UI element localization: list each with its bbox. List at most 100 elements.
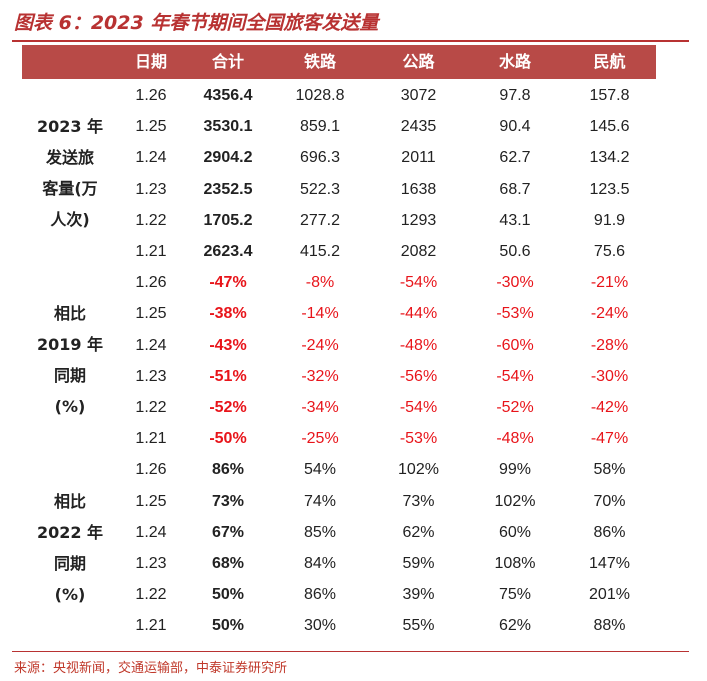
cell-total: -52%: [209, 399, 247, 416]
cell-rail: 415.2: [299, 243, 341, 260]
cell-date: 1.22: [135, 399, 167, 416]
group-label-line: 相比: [53, 491, 86, 511]
table-row: 1.21 2623.4 415.2 2082 50.6 75.6: [0, 236, 707, 267]
cell-total: 4356.4: [203, 87, 253, 104]
cell-air: -21%: [590, 274, 629, 292]
table-row: 1.26 86% 54% 102% 99% 58%: [0, 454, 707, 485]
cell-water: -53%: [496, 305, 534, 323]
cell-total: -51%: [209, 367, 247, 385]
cell-rail: 74%: [303, 492, 337, 510]
cell-road: -56%: [399, 367, 438, 385]
cell-water: 102%: [494, 492, 536, 510]
cell-air: -30%: [590, 367, 629, 385]
group-label-line: 同期: [53, 553, 86, 573]
cell-rail: -8%: [305, 274, 335, 292]
cell-total: 2623.4: [203, 243, 253, 260]
header-rail: 铁路: [303, 52, 336, 71]
cell-total: 1705.2: [203, 211, 253, 229]
cell-total: 3530.1: [203, 118, 253, 136]
table-row: 1.23 2352.5 522.3 1638 68.7 123.5: [0, 174, 707, 205]
cell-road: -54%: [399, 399, 438, 416]
group-label: 2023 年发送旅 客量(万 人次): [22, 111, 118, 235]
cell-total: -50%: [209, 430, 247, 448]
group-label-line: 2022 年: [36, 522, 104, 542]
cell-total: 2352.5: [203, 180, 253, 198]
table-row: 1.25 -38% -14% -44% -53% -24%: [0, 298, 707, 329]
table-row: 1.21 -50% -25% -53% -48% -47%: [0, 423, 707, 454]
cell-air: 134.2: [589, 149, 630, 167]
figure-title: 图表 6：2023 年春节期间全国旅客发送量: [14, 12, 379, 34]
cell-air: 123.5: [589, 180, 630, 198]
cell-date: 1.25: [135, 118, 167, 136]
cell-road: -48%: [399, 336, 438, 354]
group-label: 相比 2022 年同期 (%): [22, 486, 118, 610]
cell-total: -47%: [209, 274, 247, 292]
table-row: 1.23 68% 84% 59% 108% 147%: [0, 548, 707, 579]
table-row: 1.22 1705.2 277.2 1293 43.1 91.9: [0, 205, 707, 236]
cell-rail: 277.2: [299, 211, 341, 229]
cell-air: 147%: [589, 555, 630, 572]
cell-water: -48%: [496, 430, 534, 448]
cell-rail: -25%: [301, 430, 339, 448]
cell-air: 88%: [593, 617, 626, 635]
title-divider: [12, 40, 689, 42]
header-air: 民航: [593, 52, 626, 71]
cell-date: 1.22: [135, 586, 167, 604]
cell-water: 62%: [498, 617, 532, 635]
cell-date: 1.23: [135, 367, 167, 385]
cell-water: 108%: [494, 555, 536, 572]
cell-date: 1.26: [135, 461, 167, 479]
cell-rail: -14%: [301, 305, 339, 323]
cell-total: 67%: [211, 523, 245, 541]
cell-road: 73%: [402, 492, 435, 510]
source-note: 来源：央视新闻，交通运输部，中泰证券研究所: [14, 661, 288, 676]
cell-water: 97.8: [499, 87, 531, 104]
table-row: 1.25 73% 74% 73% 102% 70%: [0, 486, 707, 517]
cell-rail: -24%: [301, 336, 339, 354]
header-total: 合计: [211, 52, 244, 71]
cell-total: 2904.2: [203, 149, 253, 167]
cell-road: 102%: [398, 461, 439, 479]
cell-road: 2435: [400, 118, 437, 136]
cell-date: 1.21: [135, 430, 167, 448]
cell-road: 3072: [400, 87, 437, 104]
cell-road: 2082: [400, 243, 437, 260]
cell-air: 75.6: [593, 243, 626, 260]
cell-total: 73%: [211, 492, 245, 510]
cell-date: 1.25: [135, 492, 167, 510]
cell-water: 75%: [498, 586, 532, 604]
cell-air: 70%: [593, 492, 626, 510]
cell-date: 1.23: [135, 555, 167, 572]
group-label-line: 2019 年: [36, 335, 104, 355]
cell-rail: 1028.8: [295, 87, 345, 104]
cell-air: 201%: [589, 586, 630, 604]
cell-road: -54%: [399, 274, 438, 292]
cell-air: 145.6: [589, 118, 630, 136]
table-row: 1.24 -43% -24% -48% -60% -28%: [0, 330, 707, 361]
cell-water: 43.1: [499, 211, 531, 229]
group-label: 相比 2019 年同期 (%): [22, 298, 118, 422]
cell-date: 1.23: [135, 180, 167, 198]
cell-water: 90.4: [499, 118, 531, 136]
cell-date: 1.24: [135, 336, 167, 354]
cell-date: 1.21: [135, 243, 167, 260]
cell-road: 55%: [402, 617, 435, 635]
cell-water: 62.7: [499, 149, 531, 167]
cell-water: 50.6: [499, 243, 531, 260]
group-label-line: (%): [54, 584, 86, 604]
cell-total: 50%: [211, 617, 245, 635]
cell-water: -60%: [496, 336, 534, 354]
cell-date: 1.21: [135, 617, 167, 635]
cell-total: 68%: [211, 555, 245, 572]
group-label-line: 同期: [53, 366, 86, 386]
cell-air: 157.8: [589, 87, 630, 104]
cell-water: 99%: [498, 461, 532, 479]
header-water: 水路: [498, 52, 531, 71]
cell-water: -30%: [496, 274, 534, 292]
cell-road: -53%: [399, 430, 438, 448]
cell-air: -28%: [590, 336, 629, 354]
cell-air: -42%: [590, 399, 629, 416]
group-label-line: 2023 年: [36, 117, 104, 137]
cell-rail: 522.3: [299, 180, 341, 198]
cell-rail: 859.1: [299, 118, 341, 136]
